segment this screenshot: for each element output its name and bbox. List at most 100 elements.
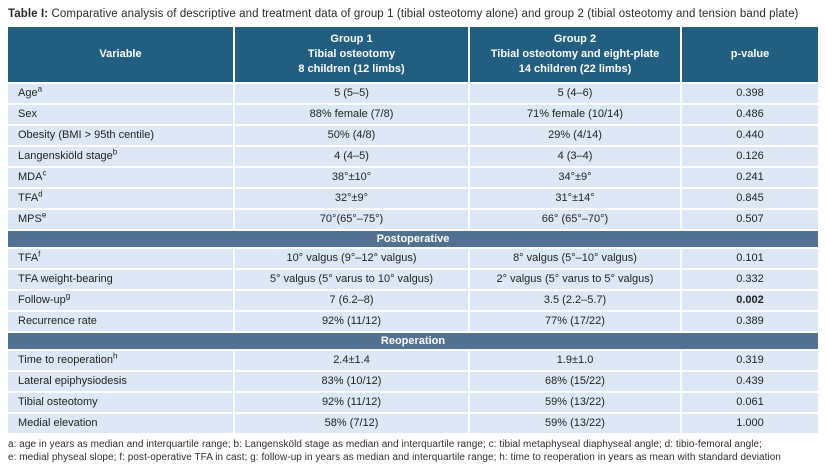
cell-pvalue: 1.000 xyxy=(682,414,818,435)
variable-superscript: h xyxy=(112,351,118,361)
cell-group2: 29% (4/14) xyxy=(470,126,682,147)
variable-superscript: a xyxy=(37,84,43,94)
table-title-text: Comparative analysis of descriptive and … xyxy=(48,8,799,20)
cell-pvalue: 0.440 xyxy=(682,126,818,147)
cell-pvalue: 0.061 xyxy=(682,393,818,414)
cell-group1: 58% (7/12) xyxy=(235,414,470,435)
cell-variable: Langenskiöld stageb xyxy=(8,147,235,168)
variable-superscript: g xyxy=(65,291,71,301)
cell-group2: 5 (4–6) xyxy=(470,84,682,105)
cell-pvalue: 0.486 xyxy=(682,105,818,126)
variable-label: TFA xyxy=(18,192,39,204)
cell-group1: 2.4±1.4 xyxy=(235,351,470,372)
cell-group2: 66° (65°–70°) xyxy=(470,210,682,231)
cell-group2: 31°±14° xyxy=(470,189,682,210)
cell-variable: Lateral epiphysiodesis xyxy=(8,372,235,393)
column-header-group1: Group 1 Tibial osteotomy 8 children (12 … xyxy=(235,27,470,84)
cell-group2: 8° valgus (5°–10° valgus) xyxy=(470,249,682,270)
variable-label: Age xyxy=(18,87,38,99)
table-row: TFAf 10° valgus (9°–12° valgus) 8° valgus … xyxy=(8,249,818,270)
footnote-line-2: e: medial physeal slope; f: post-operati… xyxy=(8,451,781,463)
column-header-line: Variable xyxy=(99,48,142,60)
cell-group1: 92% (11/12) xyxy=(235,393,470,414)
cell-group1: 92% (11/12) xyxy=(235,312,470,333)
cell-pvalue: 0.101 xyxy=(682,249,818,270)
cell-group2: 34°±9° xyxy=(470,168,682,189)
cell-variable: MPSe xyxy=(8,210,235,231)
column-header-line: Tibial osteotomy and eight-plate xyxy=(490,48,660,60)
cell-variable: Obesity (BMI > 95th centile) xyxy=(8,126,235,147)
cell-pvalue: 0.439 xyxy=(682,372,818,393)
section-header: Reoperation xyxy=(8,333,818,351)
column-header-variable: Variable xyxy=(8,27,235,84)
cell-variable: TFA weight-bearing xyxy=(8,270,235,291)
cell-group1: 5° valgus (5° varus to 10° valgus) xyxy=(235,270,470,291)
cell-group1: 88% female (7/8) xyxy=(235,105,470,126)
cell-group1: 10° valgus (9°–12° valgus) xyxy=(235,249,470,270)
cell-variable: MDAc xyxy=(8,168,235,189)
variable-label: Lateral epiphysiodesis xyxy=(18,375,127,387)
table-row: Agea 5 (5–5) 5 (4–6) 0.398 xyxy=(8,84,818,105)
comparison-table: Variable Group 1 Tibial osteotomy 8 chil… xyxy=(8,27,818,435)
variable-label: Sex xyxy=(18,108,37,120)
variable-label: Langenskiöld stage xyxy=(18,150,113,162)
cell-variable: Tibial osteotomy xyxy=(8,393,235,414)
variable-label: Time to reoperation xyxy=(18,354,113,366)
section-header: Postoperative xyxy=(8,231,818,249)
cell-group2: 59% (13/22) xyxy=(470,414,682,435)
cell-group2: 1.9±1.0 xyxy=(470,351,682,372)
cell-group1: 83% (10/12) xyxy=(235,372,470,393)
table-title-label: Table I: xyxy=(8,8,49,20)
cell-variable: Recurrence rate xyxy=(8,312,235,333)
cell-group1: 7 (6.2–8) xyxy=(235,291,470,312)
cell-group2: 59% (13/22) xyxy=(470,393,682,414)
column-header-line: Tibial osteotomy xyxy=(307,48,396,60)
variable-superscript: d xyxy=(38,189,43,199)
column-header-line: 14 children (22 limbs) xyxy=(518,63,632,75)
cell-variable: TFAf xyxy=(8,249,235,270)
cell-pvalue: 0.845 xyxy=(682,189,818,210)
cell-group1: 32°±9° xyxy=(235,189,470,210)
column-header-line: p-value xyxy=(730,48,770,60)
cell-variable: TFAd xyxy=(8,189,235,210)
variable-label: TFA xyxy=(18,252,39,264)
variable-label: Obesity (BMI > 95th centile) xyxy=(18,129,155,141)
cell-pvalue: 0.319 xyxy=(682,351,818,372)
variable-superscript: e xyxy=(41,210,47,220)
cell-group1: 38°±10° xyxy=(235,168,470,189)
cell-pvalue: 0.398 xyxy=(682,84,818,105)
table-row: Langenskiöld stageb 4 (4–5) 4 (3–4) 0.126 xyxy=(8,147,818,168)
cell-pvalue: 0.507 xyxy=(682,210,818,231)
cell-pvalue: 0.126 xyxy=(682,147,818,168)
cell-group2: 4 (3–4) xyxy=(470,147,682,168)
table-row: Recurrence rate 92% (11/12) 77% (17/22) 0.3… xyxy=(8,312,818,333)
cell-variable: Time to reoperationh xyxy=(8,351,235,372)
variable-label: TFA weight-bearing xyxy=(18,273,113,285)
table-row: Tibial osteotomy 92% (11/12) 59% (13/22) 0.… xyxy=(8,393,818,414)
cell-group2: 68% (15/22) xyxy=(470,372,682,393)
column-header-line: Group 1 xyxy=(330,33,373,45)
cell-group1: 4 (4–5) xyxy=(235,147,470,168)
footnote-line-1: a: age in years as median and interquart… xyxy=(8,439,762,450)
cell-group2: 2° valgus (5° varus to 5° valgus) xyxy=(470,270,682,291)
footnotes: a: age in years as median and interquart… xyxy=(8,439,818,464)
table-row: Follow-upg 7 (6.2–8) 3.5 (2.2–5.7) 0.002 xyxy=(8,291,818,312)
table-row: Obesity (BMI > 95th centile) 50% (4/8) 29%… xyxy=(8,126,818,147)
column-header-line: 8 children (12 limbs) xyxy=(298,63,405,75)
table-row: Time to reoperationh 2.4±1.4 1.9±1.0 0.319 xyxy=(8,351,818,372)
cell-group1: 50% (4/8) xyxy=(235,126,470,147)
column-header-group2: Group 2 Tibial osteotomy and eight-plate… xyxy=(470,27,682,84)
header-row: Variable Group 1 Tibial osteotomy 8 chil… xyxy=(8,27,818,84)
column-header-line: Group 2 xyxy=(553,33,597,45)
cell-pvalue: 0.389 xyxy=(682,312,818,333)
cell-variable: Sex xyxy=(8,105,235,126)
variable-superscript: f xyxy=(38,249,41,259)
table-body: Agea 5 (5–5) 5 (4–6) 0.398 Sex 88% female (7/… xyxy=(8,84,818,435)
section-row: Reoperation xyxy=(8,333,818,351)
table-row: Sex 88% female (7/8) 71% female (10/14) 0.4… xyxy=(8,105,818,126)
variable-label: MPS xyxy=(18,213,42,225)
cell-group2: 3.5 (2.2–5.7) xyxy=(470,291,682,312)
cell-group2: 71% female (10/14) xyxy=(470,105,682,126)
cell-variable: Agea xyxy=(8,84,235,105)
variable-label: MDA xyxy=(18,171,43,183)
